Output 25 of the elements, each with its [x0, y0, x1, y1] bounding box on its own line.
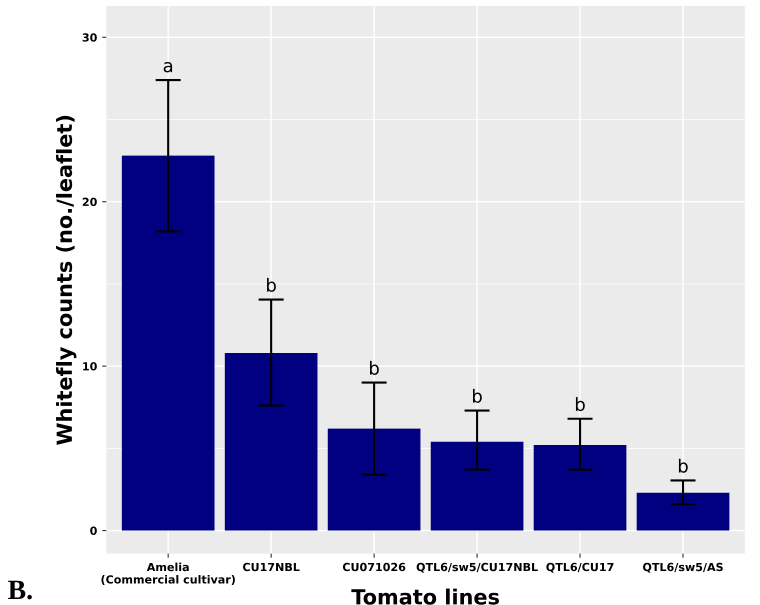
bar: [328, 428, 420, 531]
x-axis-title: Tomato lines: [351, 588, 499, 605]
bar: [636, 492, 730, 531]
y-tick-label: 0: [90, 526, 97, 535]
x-tick-label: QTL6/sw5/AS: [642, 562, 723, 573]
bar: [224, 352, 318, 531]
bar: [122, 156, 215, 531]
bar: [430, 442, 524, 531]
annotation: b: [267, 278, 276, 292]
annotation: b: [472, 388, 482, 403]
x-tick-label: CU071026: [342, 562, 406, 572]
y-tick-label: 30: [82, 33, 97, 42]
x-tick-label: QTL6/CU17: [546, 562, 614, 573]
x-tick-label: Amelia (Commercial cultivar): [101, 562, 235, 585]
y-tick-label: 20: [82, 198, 97, 206]
bar: [534, 445, 626, 531]
annotation: a: [164, 62, 172, 72]
x-tick-label: QTL6/sw5/CU17NBL: [416, 562, 538, 573]
annotation: b: [576, 397, 585, 412]
x-tick-label: CU17NBL: [242, 562, 300, 572]
text: B.: [8, 580, 32, 600]
y-tick-label: 10: [83, 362, 97, 371]
annotation: b: [678, 458, 688, 473]
annotation: b: [370, 360, 379, 375]
y-axis-title: Whitefly counts (no./leaflet): [56, 116, 76, 445]
